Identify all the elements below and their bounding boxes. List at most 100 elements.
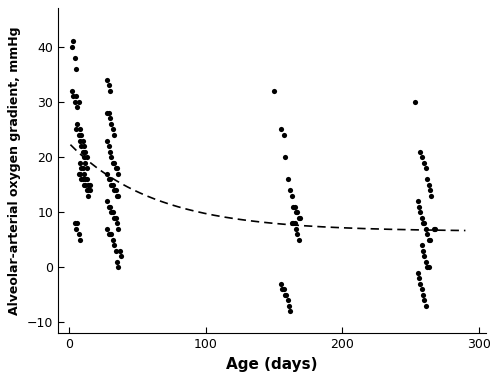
- Point: [82, 160, 90, 166]
- Point: [427, 193, 435, 199]
- Point: [418, 286, 426, 292]
- Point: [108, 154, 116, 160]
- Point: [112, 248, 120, 254]
- Point: [83, 187, 91, 193]
- Point: [83, 165, 91, 171]
- Point: [86, 182, 94, 188]
- Point: [104, 171, 112, 177]
- Point: [84, 187, 92, 193]
- Point: [416, 149, 424, 155]
- Point: [419, 248, 427, 254]
- Point: [76, 127, 84, 133]
- Point: [294, 237, 302, 243]
- Point: [281, 292, 289, 298]
- Point: [83, 154, 91, 160]
- Point: [104, 143, 112, 149]
- Point: [419, 292, 427, 298]
- Point: [432, 226, 440, 232]
- Point: [294, 215, 302, 221]
- Point: [82, 149, 90, 155]
- Point: [104, 231, 112, 237]
- Point: [414, 198, 422, 204]
- Point: [78, 165, 86, 171]
- Point: [280, 286, 287, 292]
- Point: [78, 165, 86, 171]
- Point: [68, 44, 76, 50]
- Point: [70, 99, 78, 105]
- Point: [83, 176, 91, 182]
- Point: [289, 220, 297, 226]
- Point: [78, 176, 86, 182]
- Point: [106, 149, 114, 155]
- Point: [68, 88, 76, 94]
- Point: [411, 99, 419, 105]
- Point: [104, 198, 112, 204]
- Point: [414, 270, 422, 276]
- Point: [424, 182, 432, 188]
- Point: [74, 132, 82, 138]
- Point: [430, 226, 438, 232]
- Point: [110, 242, 118, 248]
- Point: [72, 226, 80, 232]
- Point: [114, 171, 122, 177]
- Point: [76, 171, 84, 177]
- Point: [109, 209, 117, 215]
- Point: [422, 259, 430, 265]
- Point: [72, 127, 80, 133]
- Point: [270, 88, 278, 94]
- Point: [69, 93, 77, 100]
- Point: [78, 176, 86, 182]
- Point: [423, 176, 431, 182]
- Point: [114, 226, 122, 232]
- Point: [72, 66, 80, 72]
- Point: [112, 187, 120, 193]
- Point: [108, 209, 116, 215]
- Point: [292, 226, 300, 232]
- Point: [422, 226, 430, 232]
- Point: [76, 237, 84, 243]
- Point: [426, 187, 434, 193]
- Point: [69, 38, 77, 44]
- Point: [282, 292, 290, 298]
- Point: [104, 226, 112, 232]
- Point: [74, 121, 82, 127]
- Point: [82, 182, 90, 188]
- Point: [422, 303, 430, 309]
- Point: [74, 105, 82, 111]
- Point: [278, 286, 286, 292]
- Point: [109, 237, 117, 243]
- Point: [108, 121, 116, 127]
- Point: [78, 138, 86, 144]
- Point: [104, 82, 112, 89]
- Point: [110, 187, 118, 193]
- Point: [74, 231, 82, 237]
- Y-axis label: Alveolar-arterial oxygen gradient, mmHg: Alveolar-arterial oxygen gradient, mmHg: [8, 27, 22, 315]
- Point: [116, 248, 124, 254]
- Point: [84, 193, 92, 199]
- Point: [114, 264, 122, 270]
- Point: [109, 182, 117, 188]
- Point: [80, 182, 88, 188]
- Point: [72, 93, 80, 100]
- Point: [424, 237, 432, 243]
- Point: [104, 176, 112, 182]
- Point: [281, 154, 289, 160]
- Point: [84, 182, 92, 188]
- Point: [415, 204, 423, 210]
- Point: [284, 297, 292, 303]
- Point: [296, 215, 304, 221]
- Point: [113, 193, 121, 199]
- Point: [76, 138, 84, 144]
- Point: [114, 193, 122, 199]
- Point: [113, 259, 121, 265]
- Point: [78, 132, 86, 138]
- Point: [422, 165, 430, 171]
- Point: [106, 88, 114, 94]
- Point: [418, 215, 426, 221]
- Point: [80, 143, 88, 149]
- Point: [290, 204, 298, 210]
- Point: [424, 264, 432, 270]
- Point: [294, 231, 302, 237]
- Point: [104, 110, 112, 116]
- Point: [113, 220, 121, 226]
